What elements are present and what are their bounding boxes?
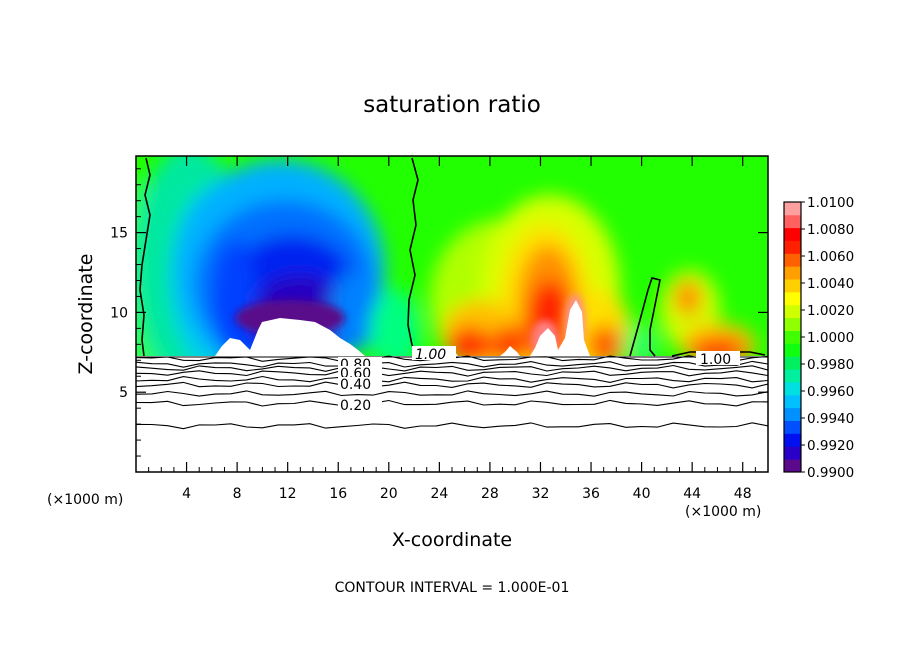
x-axis-unit-left: (×1000 m) xyxy=(47,492,123,508)
x-tick-label: 28 xyxy=(481,486,499,502)
x-tick-label: 16 xyxy=(329,486,347,502)
colorbar-label: 0.9980 xyxy=(807,357,854,373)
colorbar-swatch xyxy=(784,407,801,421)
colorbar-label: 0.9920 xyxy=(807,438,854,454)
y-tick-label: 15 xyxy=(110,226,128,242)
colorbar-swatch xyxy=(784,369,801,383)
heatmap-field xyxy=(136,156,768,472)
lower-contour-line xyxy=(136,360,768,368)
contour-line-1-00-island xyxy=(629,277,661,357)
x-tick-label: 44 xyxy=(683,486,701,502)
x-axis: 4 8 12 16 20 24 28 32 36 40 44 48 xyxy=(148,156,769,502)
colorbar-swatch xyxy=(784,382,801,396)
colorbar-label: 1.0020 xyxy=(807,303,854,319)
colorbar-swatch xyxy=(784,240,801,254)
colorbar-label: 1.0080 xyxy=(807,222,854,238)
colorbar-swatch xyxy=(784,459,801,473)
colorbar-label: 1.0000 xyxy=(807,330,854,346)
colorbar-swatch xyxy=(784,214,801,229)
lower-contour-line xyxy=(136,370,768,377)
contour-line-1-00-middle xyxy=(407,157,419,357)
colorbar-swatch xyxy=(784,433,801,447)
lower-contour-line xyxy=(136,364,768,372)
chart-title: saturation ratio xyxy=(363,92,541,118)
colorbar-label: 0.9940 xyxy=(807,411,854,427)
colorbar: 0.9900 0.9920 0.9940 0.9960 0.9980 1.0000 1.00… xyxy=(783,195,854,481)
x-tick-label: 32 xyxy=(532,486,550,502)
x-tick-label: 48 xyxy=(734,486,752,502)
x-tick-label: 24 xyxy=(430,486,448,502)
contour-label-1-00-right: 1.00 xyxy=(700,352,731,368)
contour-label-1-00-center: 1.00 xyxy=(415,347,446,363)
y-axis-title: Z-coordinate xyxy=(75,254,97,375)
colorbar-swatch xyxy=(784,227,801,241)
contour-label-0-40: 0.40 xyxy=(340,377,371,393)
x-tick-label: 8 xyxy=(233,486,242,502)
colorbar-label: 1.0060 xyxy=(807,249,854,265)
colorbar-swatch xyxy=(784,202,801,216)
contour-line-1-00-left xyxy=(139,157,151,357)
x-tick-label: 20 xyxy=(380,486,398,502)
colorbar-swatch xyxy=(784,279,801,293)
colorbar-swatch xyxy=(784,253,801,267)
lower-contour-line xyxy=(136,381,768,389)
lower-contour-line xyxy=(136,390,768,397)
x-tick-label: 40 xyxy=(633,486,651,502)
colorbar-label: 0.9960 xyxy=(807,384,854,400)
colorbar-label: 1.0100 xyxy=(807,195,854,211)
y-axis: 5 10 15 xyxy=(110,168,768,457)
colorbar-swatch xyxy=(784,317,801,331)
x-tick-label: 4 xyxy=(182,486,191,502)
y-tick-label: 5 xyxy=(119,385,128,401)
colorbar-swatch xyxy=(784,446,801,460)
colorbar-swatch xyxy=(784,292,801,306)
lower-contour-line xyxy=(136,399,768,407)
y-tick-label: 10 xyxy=(110,305,128,321)
x-axis-title: X-coordinate xyxy=(392,529,512,551)
colorbar-swatch xyxy=(784,266,801,280)
contour-label-0-20: 0.20 xyxy=(340,398,371,414)
colorbar-swatch xyxy=(784,343,801,357)
colorbar-swatch xyxy=(784,420,801,434)
colorbar-label: 1.0040 xyxy=(807,276,854,292)
x-tick-label: 12 xyxy=(279,486,297,502)
contour-interval-note: CONTOUR INTERVAL = 1.000E-01 xyxy=(335,580,570,596)
colorbar-swatch xyxy=(784,330,801,344)
x-tick-label: 36 xyxy=(582,486,600,502)
colorbar-swatch xyxy=(784,304,801,319)
lower-contour-line xyxy=(136,422,768,430)
colorbar-swatch xyxy=(784,394,801,409)
lower-contour-line xyxy=(136,375,768,383)
colorbar-swatch xyxy=(784,356,801,370)
colorbar-label: 0.9900 xyxy=(807,465,854,481)
x-axis-unit-right: (×1000 m) xyxy=(685,504,761,520)
